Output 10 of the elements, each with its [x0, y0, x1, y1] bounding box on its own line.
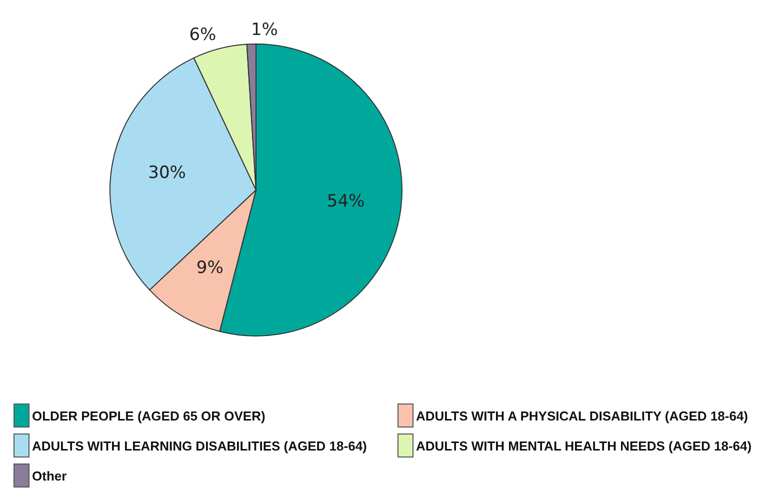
legend-label: ADULTS WITH MENTAL HEALTH NEEDS (AGED 18-64) — [416, 438, 752, 454]
data-label: 6% — [189, 25, 216, 46]
legend-label: ADULTS WITH LEARNING DISABILITIES (AGED 18-64) — [32, 438, 367, 454]
legend-label: ADULTS WITH A PHYSICAL DISABILITY (AGED 18-64) — [416, 408, 748, 424]
data-label: 30% — [148, 163, 186, 184]
legend-label: Other — [32, 468, 67, 484]
legend-label: OLDER PEOPLE (AGED 65 OR OVER) — [32, 408, 266, 424]
data-label: 9% — [196, 258, 224, 278]
data-label: 54% — [326, 191, 365, 212]
data-label: 1% — [250, 20, 278, 40]
